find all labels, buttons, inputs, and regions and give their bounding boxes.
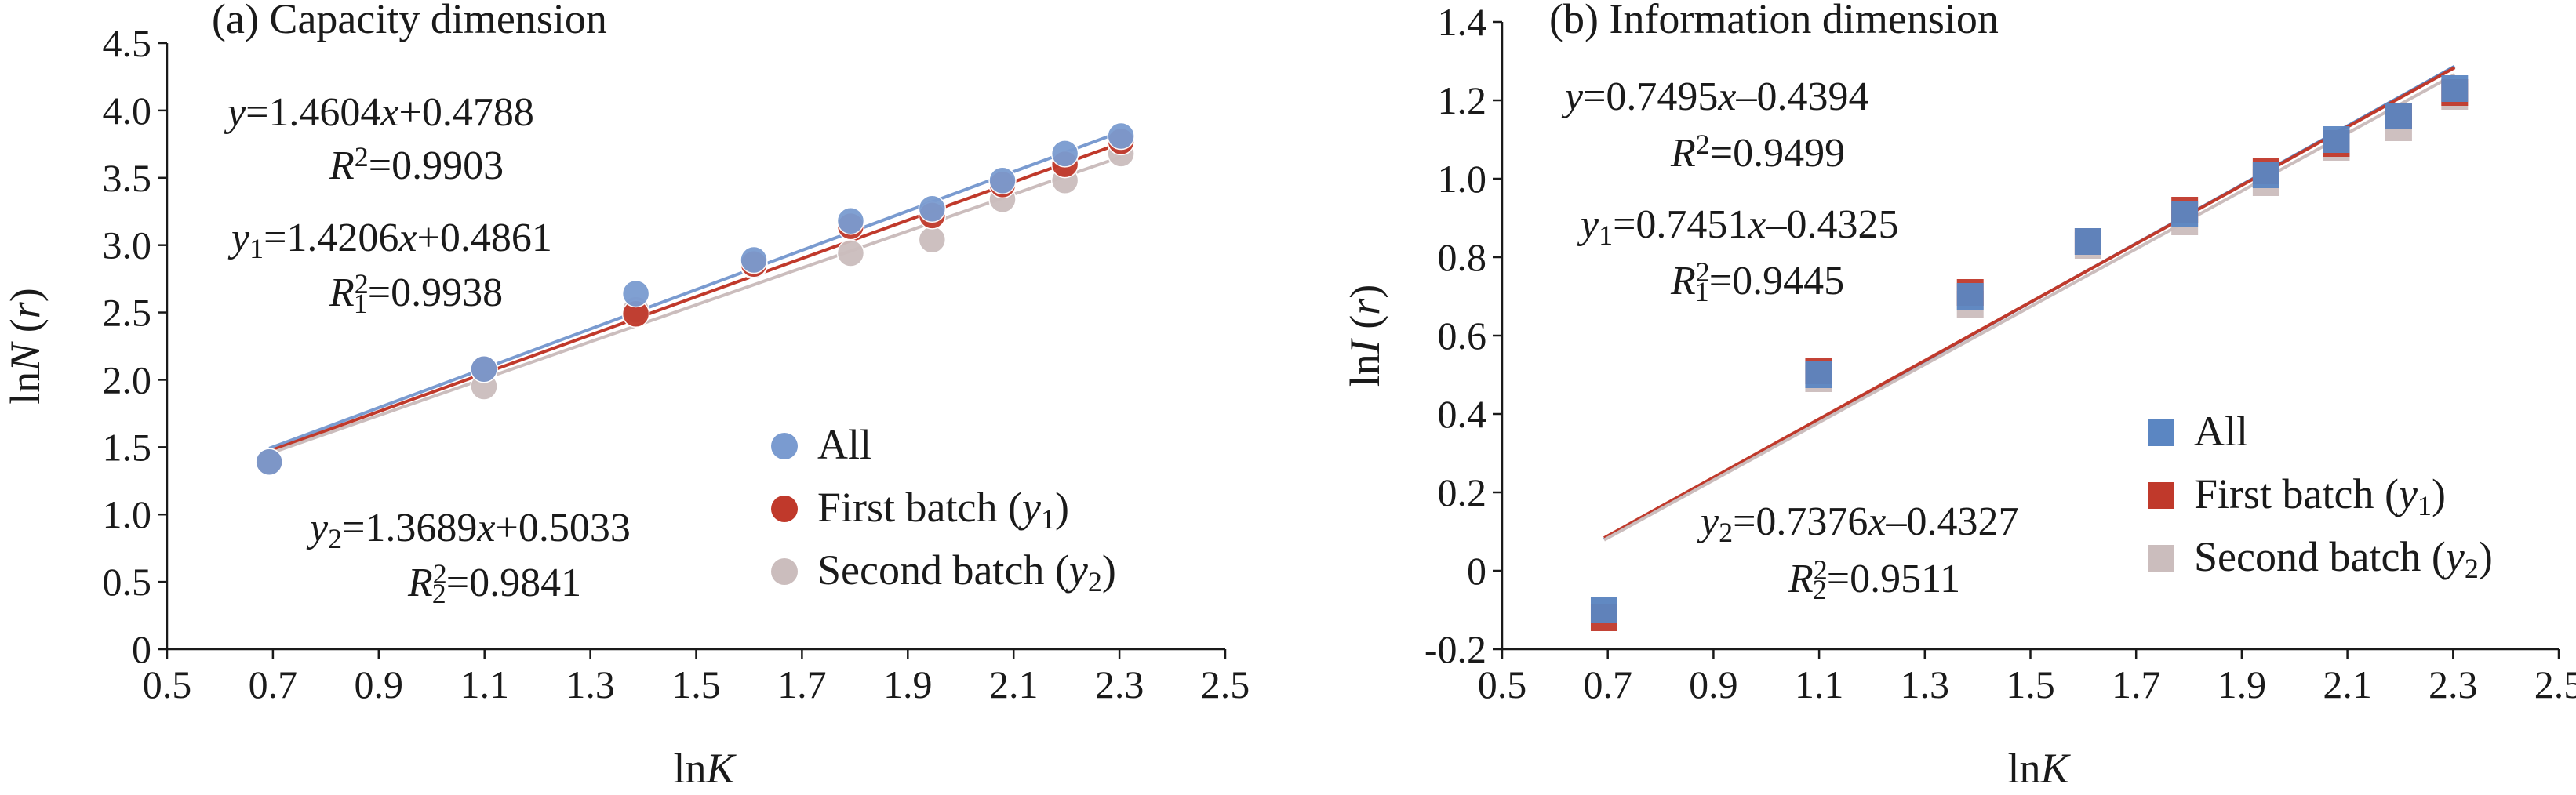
y-tick-label: 0.6 bbox=[1438, 314, 1487, 358]
legend-label: All bbox=[817, 421, 871, 468]
legend-marker bbox=[771, 433, 798, 459]
point-all bbox=[1050, 140, 1079, 168]
y-tick-label: 0.8 bbox=[1438, 235, 1487, 279]
point-all bbox=[255, 448, 283, 476]
point-all bbox=[470, 354, 498, 383]
x-axis-label: lnK bbox=[2007, 745, 2071, 792]
x-tick-label: 1.5 bbox=[2006, 662, 2055, 706]
y-tick-label: 0 bbox=[132, 627, 151, 671]
y-axis-label: lnI (r) bbox=[1341, 285, 1388, 387]
fit-equation: y=1.4604x+0.4788 bbox=[224, 90, 534, 135]
x-tick-label: 0.9 bbox=[355, 662, 404, 706]
y-tick-label: 2.0 bbox=[103, 358, 152, 401]
x-tick-label: 1.3 bbox=[566, 662, 615, 706]
point-second-batch bbox=[918, 226, 947, 254]
point-all bbox=[836, 206, 865, 235]
y-tick-label: -0.2 bbox=[1424, 627, 1486, 671]
y-tick-label: 1.0 bbox=[1438, 157, 1487, 201]
point-all bbox=[2171, 201, 2199, 227]
fit-equation: y1=0.7451x–0.4325 bbox=[1577, 202, 1899, 251]
point-second-batch bbox=[836, 239, 865, 267]
x-axis-label: lnK bbox=[673, 745, 737, 792]
legend-label: Second batch (y2) bbox=[2194, 533, 2493, 584]
point-all bbox=[988, 166, 1017, 194]
x-tick-label: 1.7 bbox=[777, 662, 827, 706]
point-all bbox=[918, 194, 947, 223]
y-tick-label: 1.2 bbox=[1438, 78, 1487, 122]
point-all bbox=[1590, 597, 1617, 623]
panel-title: (a) Capacity dimension bbox=[212, 0, 607, 42]
x-tick-label: 2.5 bbox=[1201, 662, 1250, 706]
fit-line-first-batch bbox=[1603, 66, 2456, 539]
x-tick-label: 1.3 bbox=[1901, 662, 1950, 706]
legend-label: All bbox=[2194, 408, 2248, 455]
y-tick-label: 0 bbox=[1467, 549, 1486, 593]
x-tick-label: 0.7 bbox=[249, 662, 298, 706]
y-tick-label: 3.0 bbox=[103, 223, 152, 267]
x-tick-label: 1.5 bbox=[671, 662, 721, 706]
fit-equation: y2=0.7376x–0.4327 bbox=[1697, 499, 2019, 548]
x-tick-label: 1.1 bbox=[1795, 662, 1844, 706]
x-tick-label: 0.5 bbox=[143, 662, 192, 706]
x-tick-label: 1.7 bbox=[2112, 662, 2161, 706]
x-tick-label: 2.1 bbox=[989, 662, 1039, 706]
x-tick-label: 1.9 bbox=[2218, 662, 2267, 706]
point-all bbox=[1956, 283, 1984, 310]
y-tick-label: 3.5 bbox=[103, 156, 152, 200]
fit-equation: y=0.7495x–0.4394 bbox=[1561, 74, 1869, 119]
legend-marker bbox=[2148, 545, 2174, 572]
point-all bbox=[2385, 103, 2412, 129]
y-tick-label: 0.2 bbox=[1438, 470, 1487, 514]
fit-line-first-batch bbox=[268, 141, 1122, 453]
fit-line-second-batch bbox=[1603, 73, 2456, 542]
r-squared: R2 2=0.9511 bbox=[1788, 554, 1960, 605]
y-tick-label: 1.4 bbox=[1438, 0, 1487, 44]
y-axis-label: lnN (r) bbox=[2, 288, 49, 405]
r-squared: R2 1=0.9445 bbox=[1670, 256, 1844, 307]
panel-title: (b) Information dimension bbox=[1549, 0, 1999, 42]
fit-equation: y2=1.3689x+0.5033 bbox=[306, 506, 631, 554]
point-all bbox=[2252, 162, 2279, 188]
panel-information: (b) Information dimension 0.5 0.7 0.9 1.1 1.3… bbox=[1341, 0, 2576, 792]
x-tick-label: 0.5 bbox=[1478, 662, 1527, 706]
y-tick-label: 0.5 bbox=[103, 560, 152, 604]
x-tick-label: 1.1 bbox=[460, 662, 509, 706]
x-tick-label: 2.3 bbox=[2429, 662, 2478, 706]
r-squared: R2 1=0.9938 bbox=[329, 268, 503, 319]
legend-label: Second batch (y2) bbox=[817, 546, 1116, 597]
legend-marker bbox=[2148, 419, 2174, 446]
panel-capacity: (a) Capacity dimension 0.5 0.7 0.9 1.1 1.3 1.5… bbox=[2, 0, 1250, 792]
legend-marker bbox=[2148, 482, 2174, 509]
point-all bbox=[2441, 75, 2469, 102]
y-tick-label: 0.4 bbox=[1438, 392, 1487, 436]
y-tick-label: 1.0 bbox=[103, 492, 152, 536]
legend-label: First batch (y1) bbox=[2194, 470, 2446, 521]
point-all bbox=[2323, 126, 2350, 153]
point-all bbox=[621, 279, 650, 308]
x-tick-label: 2.5 bbox=[2534, 662, 2576, 706]
r-squared: R2=0.9499 bbox=[1670, 129, 1845, 176]
x-tick-label: 1.9 bbox=[883, 662, 933, 706]
y-tick-label: 4.0 bbox=[103, 89, 152, 132]
fit-equation: y1=1.4206x+0.4861 bbox=[227, 216, 552, 264]
x-tick-label: 0.9 bbox=[1689, 662, 1738, 706]
y-tick-label: 4.5 bbox=[103, 21, 152, 65]
x-tick-label: 0.7 bbox=[1583, 662, 1632, 706]
point-all bbox=[740, 245, 768, 274]
legend-marker bbox=[771, 496, 798, 522]
y-tick-label: 2.5 bbox=[103, 291, 152, 335]
y-tick-label: 1.5 bbox=[103, 425, 152, 469]
x-tick-label: 2.1 bbox=[2323, 662, 2372, 706]
point-all bbox=[1107, 122, 1135, 151]
point-all bbox=[2074, 228, 2101, 255]
legend-marker bbox=[771, 558, 798, 585]
r-squared: R2=0.9903 bbox=[329, 141, 504, 188]
r-squared: R2 2=0.9841 bbox=[407, 558, 581, 609]
point-all bbox=[1805, 361, 1832, 388]
fit-line-second-batch bbox=[268, 155, 1122, 456]
fit-line-all bbox=[268, 130, 1122, 450]
legend-label: First batch (y1) bbox=[817, 484, 1069, 535]
x-tick-label: 2.3 bbox=[1095, 662, 1144, 706]
